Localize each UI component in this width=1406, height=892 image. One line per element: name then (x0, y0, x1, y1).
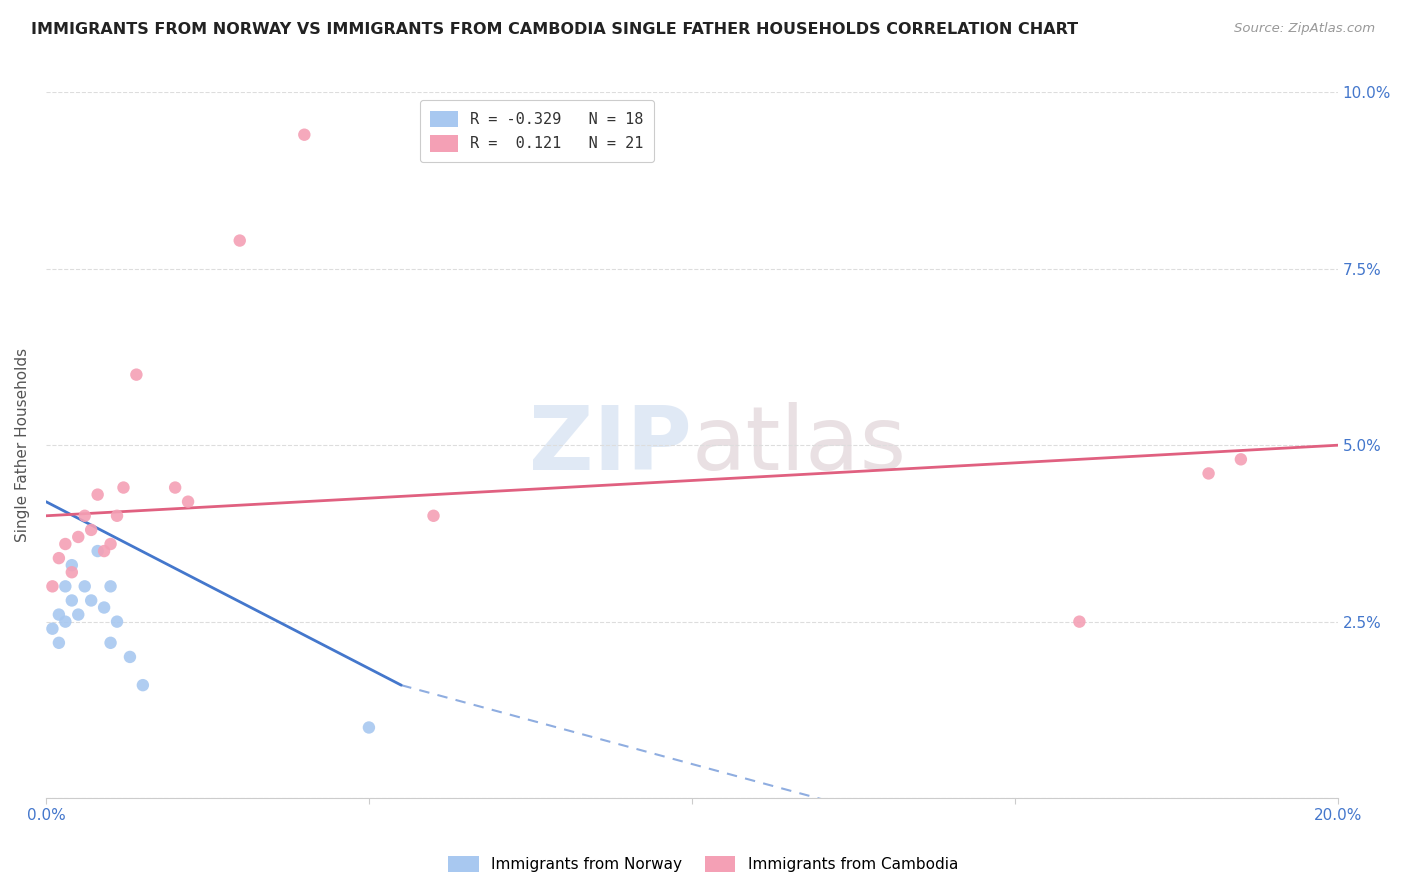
Point (48, 551, 70, 566)
Point (125, 368, 148, 382)
Text: Source: ZipAtlas.com: Source: ZipAtlas.com (1234, 22, 1375, 36)
Point (48, 636, 70, 650)
Point (41, 622, 63, 636)
Text: IMMIGRANTS FROM NORWAY VS IMMIGRANTS FROM CAMBODIA SINGLE FATHER HOUSEHOLDS CORR: IMMIGRANTS FROM NORWAY VS IMMIGRANTS FRO… (31, 22, 1078, 37)
Point (86, 487, 108, 501)
Point (86, 544, 108, 558)
Point (73, 579, 96, 593)
Point (100, 579, 122, 593)
Point (93, 544, 115, 558)
Point (73, 508, 96, 523)
Point (357, 721, 380, 735)
Point (53, 537, 76, 551)
Point (80, 593, 103, 607)
Text: ZIP: ZIP (529, 401, 692, 489)
Point (229, 234, 252, 248)
Point (118, 649, 141, 664)
Text: atlas: atlas (692, 401, 907, 489)
Point (422, 508, 444, 523)
Y-axis label: Single Father Households: Single Father Households (15, 348, 30, 542)
Point (60, 558, 83, 573)
Point (100, 636, 122, 650)
Point (41, 579, 63, 593)
Point (1230, 452, 1253, 467)
Point (105, 508, 128, 523)
Point (53, 579, 76, 593)
Point (165, 481, 187, 495)
Point (100, 537, 122, 551)
Point (67, 530, 90, 544)
Point (53, 615, 76, 629)
Point (60, 566, 83, 580)
Point (93, 600, 115, 615)
Point (80, 523, 103, 537)
Point (1069, 615, 1091, 629)
Point (177, 494, 200, 508)
Point (132, 678, 155, 692)
Legend: R = -0.329   N = 18, R =  0.121   N = 21: R = -0.329 N = 18, R = 0.121 N = 21 (419, 100, 654, 162)
Legend: Immigrants from Norway, Immigrants from Cambodia: Immigrants from Norway, Immigrants from … (440, 848, 966, 880)
Point (105, 615, 128, 629)
Point (292, 128, 315, 142)
Point (112, 481, 135, 495)
Point (48, 607, 70, 622)
Point (67, 607, 90, 622)
Point (60, 593, 83, 607)
Point (1198, 467, 1220, 481)
